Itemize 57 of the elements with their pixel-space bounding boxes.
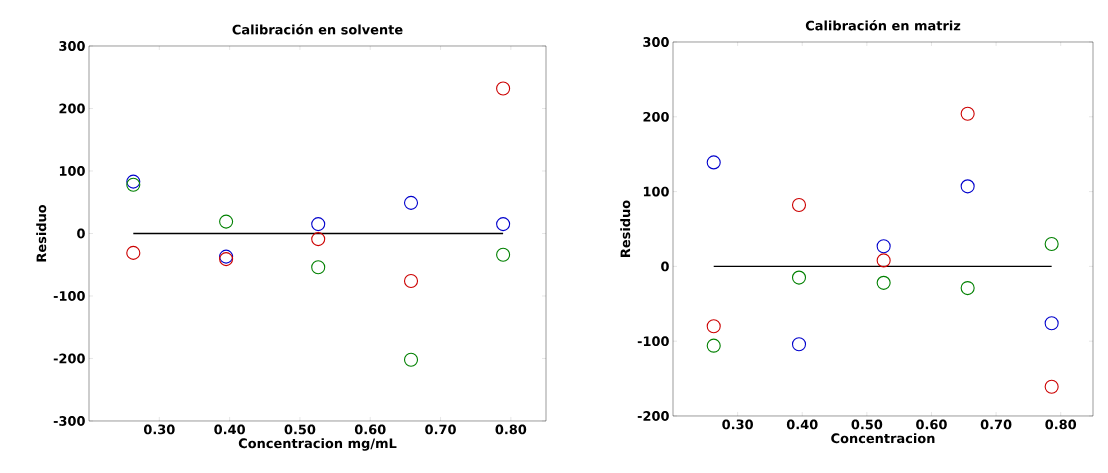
point <box>219 214 234 229</box>
y-tick-label: -100 <box>637 336 669 347</box>
y-tick-label: -100 <box>53 291 85 301</box>
point <box>496 247 511 262</box>
point <box>791 198 807 213</box>
x-axis-title: Concentracion mg/mL <box>238 438 397 451</box>
y-tick-label: 100 <box>643 186 669 197</box>
point <box>960 179 975 194</box>
x-tick-label: 0.40 <box>786 419 818 430</box>
x-tick-label: 0.80 <box>1045 419 1077 430</box>
x-tick-label: 0.30 <box>143 424 175 435</box>
point <box>311 260 326 275</box>
y-axis-title: Residuo <box>36 204 47 262</box>
y-tick-label: 200 <box>643 111 669 122</box>
chart-title: Calibración en solvente <box>232 23 403 35</box>
y-tick-label: 100 <box>59 166 85 176</box>
x-tick-label: 0.50 <box>851 419 883 430</box>
point <box>791 270 807 285</box>
point <box>496 81 511 96</box>
point <box>1044 316 1059 331</box>
x-tick-label: 0.70 <box>980 419 1012 430</box>
point <box>403 273 419 289</box>
point <box>960 281 975 296</box>
point <box>876 275 891 290</box>
y-tick-label: 0 <box>77 228 85 239</box>
point <box>876 253 891 268</box>
x-tick-label: 0.60 <box>354 424 386 435</box>
point <box>791 337 807 352</box>
x-tick-label: 0.80 <box>495 424 527 435</box>
x-tick-label: 0.40 <box>214 424 245 435</box>
y-tick-label: -200 <box>637 411 669 421</box>
y-tick-label: 300 <box>643 37 669 47</box>
point <box>1044 236 1059 251</box>
point <box>403 195 419 210</box>
x-tick-label: 0.50 <box>284 424 316 435</box>
point <box>706 319 721 334</box>
point <box>403 352 419 367</box>
x-tick-label: 0.70 <box>425 424 456 435</box>
y-tick-label: 0 <box>661 261 669 272</box>
point <box>960 106 975 121</box>
point <box>311 217 326 232</box>
point <box>706 155 721 170</box>
point <box>1044 379 1059 394</box>
point <box>876 239 891 254</box>
y-tick-label: -200 <box>53 353 85 364</box>
x-tick-label: 0.60 <box>916 419 947 430</box>
y-tick-label: 200 <box>59 103 85 114</box>
point <box>496 217 511 232</box>
x-axis-title: Concentracion <box>831 433 935 444</box>
x-tick-label: 0.30 <box>722 419 753 430</box>
y-axis-title: Residuo <box>620 200 631 257</box>
y-tick-label: 300 <box>59 41 85 51</box>
chart-title: Calibración en matriz <box>805 19 961 31</box>
point <box>126 245 141 260</box>
point <box>706 338 721 353</box>
y-tick-label: -300 <box>53 416 85 426</box>
point <box>311 232 326 247</box>
